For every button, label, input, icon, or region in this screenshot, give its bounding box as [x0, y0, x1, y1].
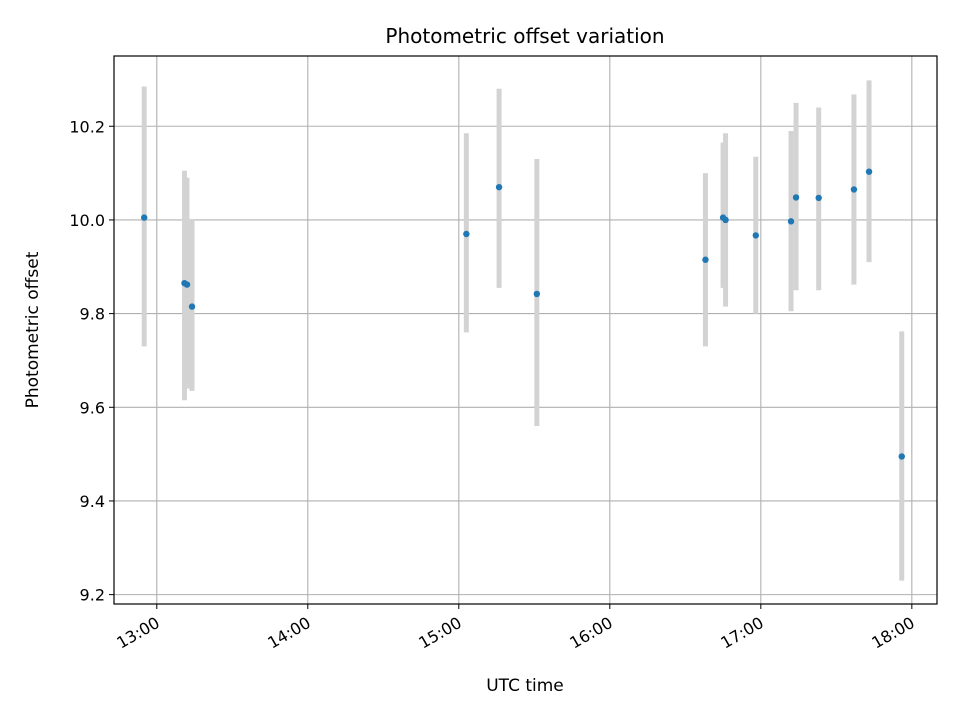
data-point	[702, 256, 709, 263]
grid	[114, 56, 937, 604]
data-point	[815, 194, 822, 202]
y-tick-label: 9.6	[80, 398, 105, 417]
data-point	[898, 453, 905, 460]
data-point	[850, 186, 858, 193]
data-point	[533, 290, 541, 298]
y-tick-label: 9.4	[80, 492, 105, 511]
y-tick-label: 10.0	[69, 211, 105, 230]
y-tick-label: 9.8	[80, 305, 105, 324]
data-point	[722, 216, 729, 224]
data-point	[865, 168, 873, 175]
data-points	[141, 168, 905, 460]
data-point	[183, 281, 191, 288]
y-tick-label: 10.2	[69, 117, 105, 136]
plot-frame	[113, 55, 938, 605]
data-point	[752, 232, 759, 239]
data-point	[792, 194, 800, 201]
y-tick-label: 9.2	[80, 586, 105, 605]
data-point	[141, 214, 148, 221]
data-point	[463, 230, 470, 238]
y-axis-label: Photometric offset	[23, 251, 43, 408]
data-point	[188, 303, 196, 310]
x-axis-label: UTC time	[486, 676, 564, 696]
chart-title: Photometric offset variation	[385, 24, 664, 48]
y-axis-ticks: 9.2 9.4 9.6 9.8 10.0 10.2	[69, 117, 114, 605]
data-point	[787, 218, 795, 225]
data-point	[495, 183, 503, 191]
